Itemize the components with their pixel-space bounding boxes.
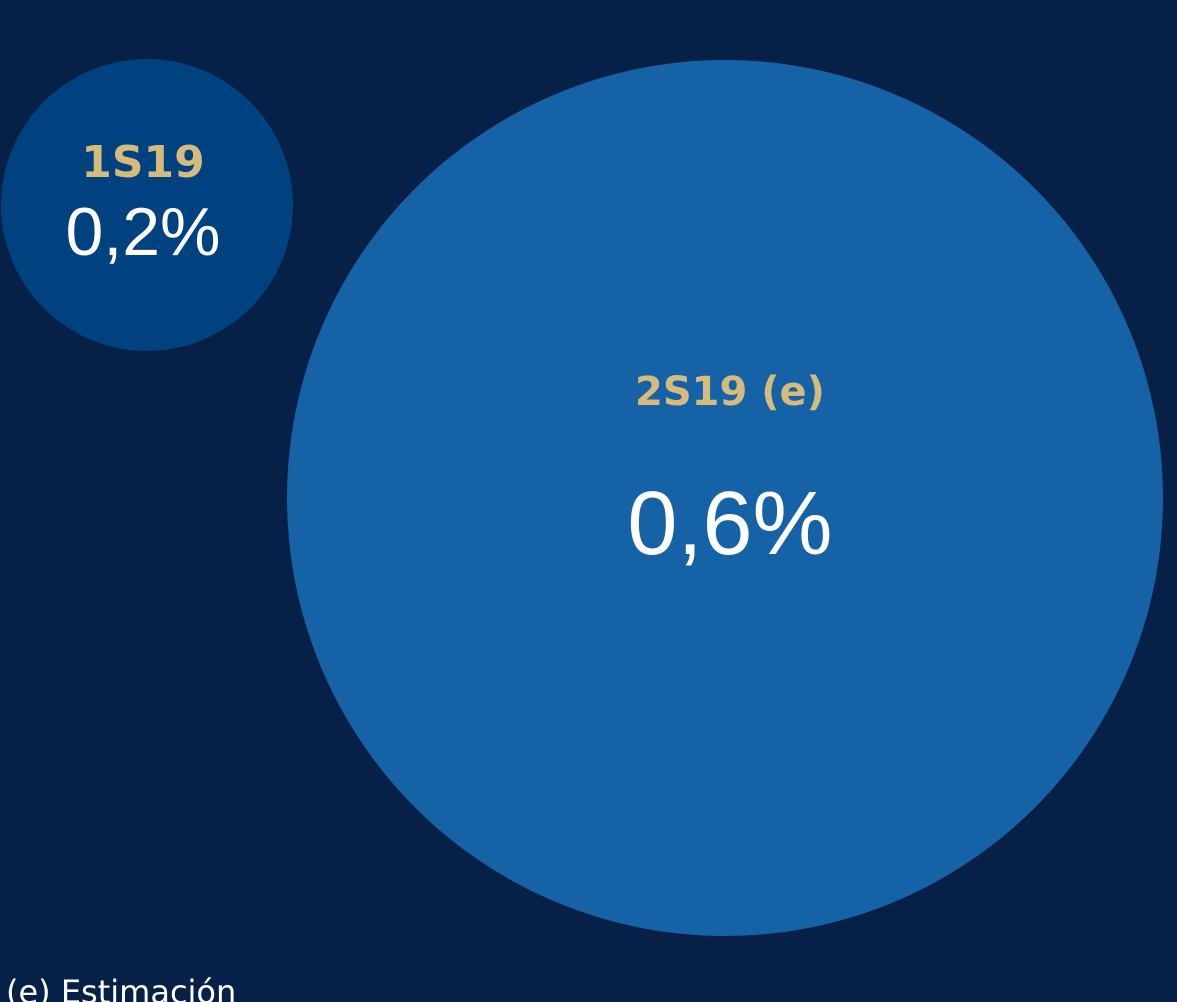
bubble	[1, 59, 293, 351]
bubble-value: 0,6%	[627, 474, 832, 574]
bubble-value: 0,2%	[66, 194, 221, 270]
bubble	[287, 60, 1163, 936]
annotation: (e) Estimación	[6, 973, 236, 1002]
bubble-category: 2S19 (e)	[635, 369, 825, 415]
bubble-category: 1S19	[81, 137, 205, 188]
